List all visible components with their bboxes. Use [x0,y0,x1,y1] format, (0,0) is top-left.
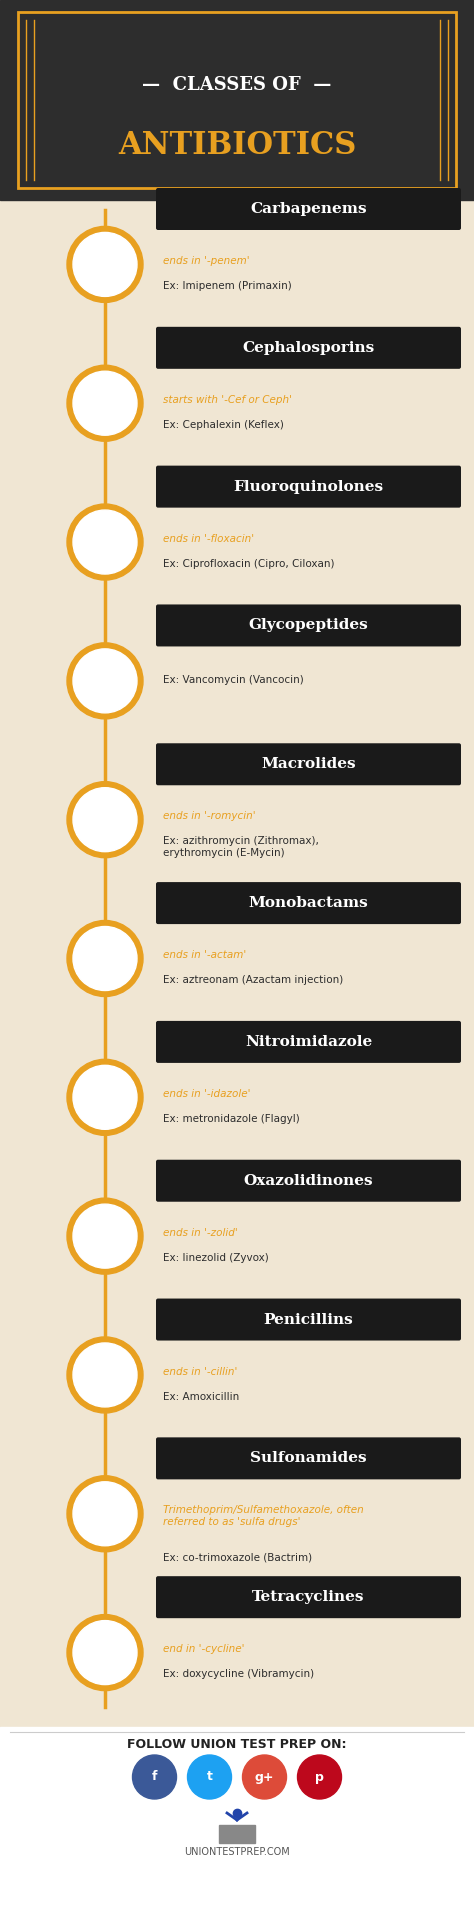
Bar [0,0,474,200]
Circle shape [73,1203,137,1268]
Circle shape [67,227,143,303]
FancyBboxPatch shape [156,326,461,368]
Bar [219,1825,255,1842]
Text: Sulfonamides: Sulfonamides [250,1451,367,1465]
FancyBboxPatch shape [156,1299,461,1341]
Text: ends in '-romycin': ends in '-romycin' [163,810,255,822]
Circle shape [67,1337,143,1413]
Text: Ex: azithromycin (Zithromax),
erythromycin (E-Mycin): Ex: azithromycin (Zithromax), erythromyc… [163,837,319,858]
Circle shape [67,921,143,997]
Text: Ex: Cephalexin (Keflex): Ex: Cephalexin (Keflex) [163,420,284,429]
FancyBboxPatch shape [156,1020,461,1062]
Text: Carbapenems: Carbapenems [250,202,367,215]
Circle shape [67,1198,143,1274]
FancyBboxPatch shape [156,189,461,231]
Circle shape [73,648,137,713]
Circle shape [73,509,137,574]
Text: Nitroimidazole: Nitroimidazole [245,1036,372,1049]
FancyBboxPatch shape [156,1159,461,1201]
Text: Ex: linezolid (Zyvox): Ex: linezolid (Zyvox) [163,1253,269,1262]
FancyBboxPatch shape [156,1438,461,1480]
Text: g+: g+ [255,1770,274,1783]
Text: Penicillins: Penicillins [264,1312,354,1327]
Text: Ex: Ciprofloxacin (Cipro, Ciloxan): Ex: Ciprofloxacin (Cipro, Ciloxan) [163,559,335,568]
Bar [0,1728,474,1907]
Text: f: f [152,1770,157,1783]
Circle shape [188,1754,231,1798]
Text: Ex: Vancomycin (Vancocin): Ex: Vancomycin (Vancocin) [163,675,304,685]
Text: Macrolides: Macrolides [261,757,356,770]
Text: Ex: aztreonam (Azactam injection): Ex: aztreonam (Azactam injection) [163,974,343,986]
Text: Monobactams: Monobactams [249,896,368,910]
FancyBboxPatch shape [156,1577,461,1619]
Bar [18,11,456,189]
Text: ends in '-actam': ends in '-actam' [163,950,246,959]
FancyBboxPatch shape [156,883,461,925]
Circle shape [298,1754,341,1798]
FancyBboxPatch shape [156,605,461,646]
Text: Ex: Amoxicillin: Ex: Amoxicillin [163,1392,239,1402]
Text: Ex: Imipenem (Primaxin): Ex: Imipenem (Primaxin) [163,280,292,292]
Text: ends in '-cillin': ends in '-cillin' [163,1367,237,1377]
Circle shape [67,782,143,858]
Circle shape [73,1482,137,1547]
Circle shape [67,366,143,441]
Text: ends in '-penem': ends in '-penem' [163,256,250,265]
Text: —  CLASSES OF  —: — CLASSES OF — [142,76,332,93]
Circle shape [67,1058,143,1135]
Circle shape [73,372,137,435]
Text: end in '-cycline': end in '-cycline' [163,1644,245,1653]
Text: p: p [315,1770,324,1783]
Text: t: t [207,1770,212,1783]
FancyBboxPatch shape [156,744,461,786]
Text: ends in '-zolid': ends in '-zolid' [163,1228,238,1238]
Text: Trimethoprim/Sulfamethoxazole, often
referred to as 'sulfa drugs': Trimethoprim/Sulfamethoxazole, often ref… [163,1505,364,1528]
Circle shape [133,1754,176,1798]
Text: starts with '-Cef or Ceph': starts with '-Cef or Ceph' [163,395,292,404]
Text: Oxazolidinones: Oxazolidinones [244,1173,374,1188]
Text: Ex: metronidazole (Flagyl): Ex: metronidazole (Flagyl) [163,1114,300,1123]
Circle shape [67,503,143,580]
Text: Ex: co-trimoxazole (Bactrim): Ex: co-trimoxazole (Bactrim) [163,1552,312,1562]
Text: Glycopeptides: Glycopeptides [249,618,368,633]
Text: FOLLOW UNION TEST PREP ON:: FOLLOW UNION TEST PREP ON: [127,1739,347,1751]
Circle shape [73,1066,137,1129]
Text: Fluoroquinolones: Fluoroquinolones [233,481,383,494]
Circle shape [67,1476,143,1552]
Text: ends in '-idazole': ends in '-idazole' [163,1089,250,1098]
Circle shape [73,1343,137,1407]
Circle shape [67,643,143,719]
Circle shape [67,1615,143,1692]
FancyBboxPatch shape [156,465,461,507]
Circle shape [73,927,137,990]
Text: ends in '-floxacin': ends in '-floxacin' [163,534,254,543]
Circle shape [73,233,137,296]
Text: Cephalosporins: Cephalosporins [242,341,374,355]
Circle shape [243,1754,286,1798]
Text: UNIONTESTPREP.COM: UNIONTESTPREP.COM [184,1848,290,1857]
Text: Tetracyclines: Tetracyclines [252,1590,365,1604]
Circle shape [73,1621,137,1684]
Text: ANTIBIOTICS: ANTIBIOTICS [118,130,356,160]
Text: Ex: doxycycline (Vibramycin): Ex: doxycycline (Vibramycin) [163,1669,314,1680]
Circle shape [73,788,137,852]
